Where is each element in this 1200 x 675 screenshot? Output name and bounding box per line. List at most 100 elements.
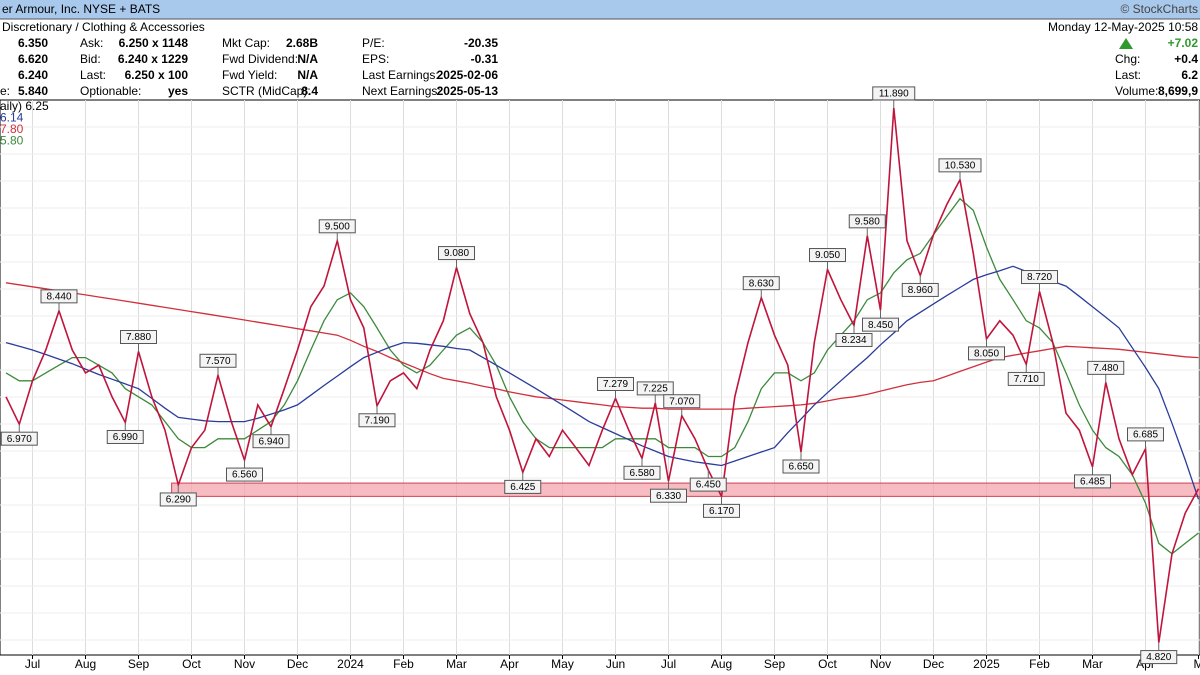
- quote-label: Next Earnings:: [362, 84, 441, 98]
- quote-label: Last:: [1115, 68, 1141, 82]
- annotation-box: [252, 434, 290, 449]
- x-tick-label: Jul: [25, 657, 40, 671]
- price-annotation: 6.560: [226, 460, 263, 482]
- annotation-label: 8.050: [974, 349, 999, 360]
- quote-label: Bid:: [80, 52, 101, 66]
- quote-label: Volume:: [1115, 84, 1158, 98]
- price-annotation: 6.485: [1074, 466, 1111, 489]
- quote-label: Mkt Cap:: [222, 36, 270, 50]
- price-annotation: 8.050: [968, 338, 1005, 361]
- annotation-box: [106, 429, 144, 444]
- annotation-box: [438, 246, 475, 261]
- annotation-box: [689, 477, 727, 492]
- annotation-label: 6.330: [656, 491, 681, 502]
- quote-label: Chg:: [1115, 52, 1140, 66]
- annotation-label: 6.990: [113, 432, 138, 443]
- annotation-label: 6.485: [1080, 477, 1105, 488]
- annotation-box: [0, 431, 38, 446]
- x-tick-label: Aug: [75, 657, 96, 671]
- annotation-box: [226, 467, 263, 482]
- annotation-box: [872, 86, 916, 101]
- x-tick-label: Apr: [500, 657, 519, 671]
- annotation-label: 6.450: [696, 480, 721, 491]
- price-annotation: 8.440: [40, 289, 78, 311]
- x-tick-label: Nov: [234, 657, 255, 671]
- price-annotation: 6.940: [252, 426, 290, 449]
- quote-label: Ask:: [80, 36, 103, 50]
- price-annotation: 4.820: [1140, 642, 1178, 665]
- annotation-box: [318, 219, 356, 234]
- annotation-box: [1021, 270, 1058, 285]
- quote-label: Last:: [80, 68, 106, 82]
- price-annotation: 7.070: [663, 394, 701, 416]
- moving-average: [5, 265, 1200, 500]
- annotation-box: [742, 276, 780, 291]
- annotation-box: [504, 479, 542, 494]
- x-tick-label: Jul: [661, 657, 676, 671]
- annotation-box: [809, 248, 846, 263]
- x-tick-label: Feb: [1029, 657, 1050, 671]
- legend-entry: 5.80: [0, 134, 24, 148]
- quote-label: e:: [0, 84, 10, 98]
- quote-value: N/A: [297, 68, 318, 82]
- price-annotation: 6.170: [703, 496, 740, 518]
- price-annotation: 8.960: [901, 275, 939, 297]
- annotation-box: [623, 465, 661, 480]
- annotation-box: [597, 376, 634, 391]
- price-annotation: 8.630: [742, 276, 780, 298]
- annotation-box: [782, 459, 820, 474]
- price-line: [5, 107, 1200, 643]
- quote-value: 5.840: [18, 84, 48, 98]
- quote-value: 6.240: [18, 68, 48, 82]
- quote-value: +0.4: [1174, 52, 1198, 66]
- x-tick-label: Oct: [182, 657, 201, 671]
- legend-entry: aily) 6.25: [0, 99, 49, 113]
- annotation-label: 11.890: [879, 89, 909, 100]
- quote-value: 6.250 x 100: [125, 68, 189, 82]
- annotation-box: [848, 214, 886, 229]
- quote-value: 6.240 x 1229: [118, 52, 188, 66]
- price-annotation: 7.480: [1087, 360, 1125, 383]
- quote-value: 6.620: [18, 52, 48, 66]
- moving-average: [5, 197, 1199, 555]
- annotation-box: [835, 332, 873, 347]
- price-annotation: 11.890: [872, 86, 916, 108]
- annotation-box: [650, 488, 687, 503]
- annotation-box: [120, 330, 157, 345]
- price-annotation: 8.450: [862, 310, 899, 332]
- annotation-label: 7.710: [1014, 374, 1039, 385]
- title-bar: [0, 0, 1200, 19]
- x-tick-label: Aug: [711, 657, 732, 671]
- annotation-label: 6.580: [629, 468, 654, 479]
- price-annotation: 9.050: [809, 248, 846, 270]
- quote-value: -20.35: [464, 36, 498, 50]
- price-annotation: 6.650: [782, 452, 820, 474]
- x-tick-label: Mar: [1082, 657, 1103, 671]
- quote-value: 2025-05-13: [437, 84, 499, 98]
- price-annotation: 6.990: [106, 422, 144, 444]
- annotation-label: 7.880: [126, 332, 151, 343]
- annotation-label: 6.970: [7, 434, 32, 445]
- annotation-box: [1140, 650, 1178, 665]
- price-annotation: 8.720: [1021, 270, 1058, 292]
- quote-value: -0.31: [471, 52, 499, 66]
- annotation-label: 7.570: [205, 356, 230, 367]
- price-annotation: 9.500: [318, 219, 356, 241]
- date: Monday 12-May-2025 10:58: [1048, 20, 1198, 34]
- annotation-label: 7.225: [643, 384, 668, 395]
- quote-value: 2.68B: [286, 36, 318, 50]
- x-tick-label: 2024: [337, 657, 364, 671]
- annotation-label: 4.820: [1146, 652, 1171, 663]
- price-annotation: 10.530: [938, 158, 982, 180]
- annotation-box: [159, 492, 197, 507]
- annotation-label: 6.650: [788, 462, 813, 473]
- quote-label: EPS:: [362, 52, 389, 66]
- x-tick-label: May: [551, 657, 574, 671]
- legend-entry: 7.80: [0, 122, 24, 136]
- price-annotation: 6.330: [650, 481, 687, 503]
- price-annotation: 7.279: [597, 376, 634, 399]
- quote-label: Fwd Yield:: [222, 68, 277, 82]
- annotation-box: [1127, 427, 1164, 442]
- annotation-label: 8.720: [1027, 272, 1052, 283]
